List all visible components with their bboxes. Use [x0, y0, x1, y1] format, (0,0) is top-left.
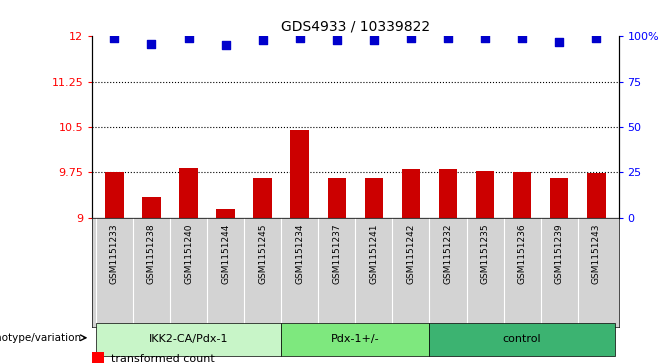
Text: GSM1151232: GSM1151232: [443, 223, 453, 284]
Point: [294, 35, 305, 41]
Text: GSM1151240: GSM1151240: [184, 223, 193, 284]
Point: [480, 35, 490, 41]
Text: Pdx-1+/-: Pdx-1+/-: [331, 334, 380, 344]
Text: control: control: [503, 334, 542, 344]
Bar: [142, 197, 161, 218]
Text: GSM1151236: GSM1151236: [518, 223, 526, 284]
Bar: [105, 172, 124, 218]
Bar: [550, 179, 569, 218]
Point: [591, 35, 601, 41]
Point: [368, 37, 379, 43]
Text: IKK2-CA/Pdx-1: IKK2-CA/Pdx-1: [149, 334, 228, 344]
Bar: [253, 179, 272, 218]
Text: GSM1151234: GSM1151234: [295, 223, 304, 284]
Bar: [328, 179, 346, 218]
Bar: [281, 323, 430, 356]
Text: transformed count: transformed count: [111, 354, 215, 363]
Bar: [216, 209, 235, 218]
Point: [146, 41, 157, 46]
Text: GSM1151237: GSM1151237: [332, 223, 342, 284]
Bar: [96, 323, 281, 356]
Point: [220, 42, 231, 48]
Text: genotype/variation: genotype/variation: [0, 333, 81, 343]
Bar: [587, 173, 605, 218]
Point: [257, 37, 268, 43]
Text: GSM1151233: GSM1151233: [110, 223, 119, 284]
Bar: [290, 130, 309, 218]
Text: GSM1151245: GSM1151245: [258, 223, 267, 284]
Text: GSM1151244: GSM1151244: [221, 223, 230, 284]
Bar: [92, 352, 104, 363]
Text: GSM1151243: GSM1151243: [592, 223, 601, 284]
Point: [332, 37, 342, 43]
Bar: [401, 169, 420, 218]
Text: GSM1151239: GSM1151239: [555, 223, 564, 284]
Bar: [179, 168, 198, 218]
Bar: [365, 179, 383, 218]
Bar: [513, 172, 532, 218]
Point: [554, 39, 565, 45]
Bar: [439, 169, 457, 218]
Point: [183, 35, 193, 41]
Text: GSM1151242: GSM1151242: [407, 223, 415, 284]
Bar: [476, 171, 494, 218]
Bar: [430, 323, 615, 356]
Text: GSM1151238: GSM1151238: [147, 223, 156, 284]
Title: GDS4933 / 10339822: GDS4933 / 10339822: [281, 20, 430, 34]
Text: GSM1151235: GSM1151235: [480, 223, 490, 284]
Point: [517, 35, 528, 41]
Text: GSM1151241: GSM1151241: [369, 223, 378, 284]
Point: [443, 35, 453, 41]
Point: [406, 35, 417, 41]
Point: [109, 35, 120, 41]
